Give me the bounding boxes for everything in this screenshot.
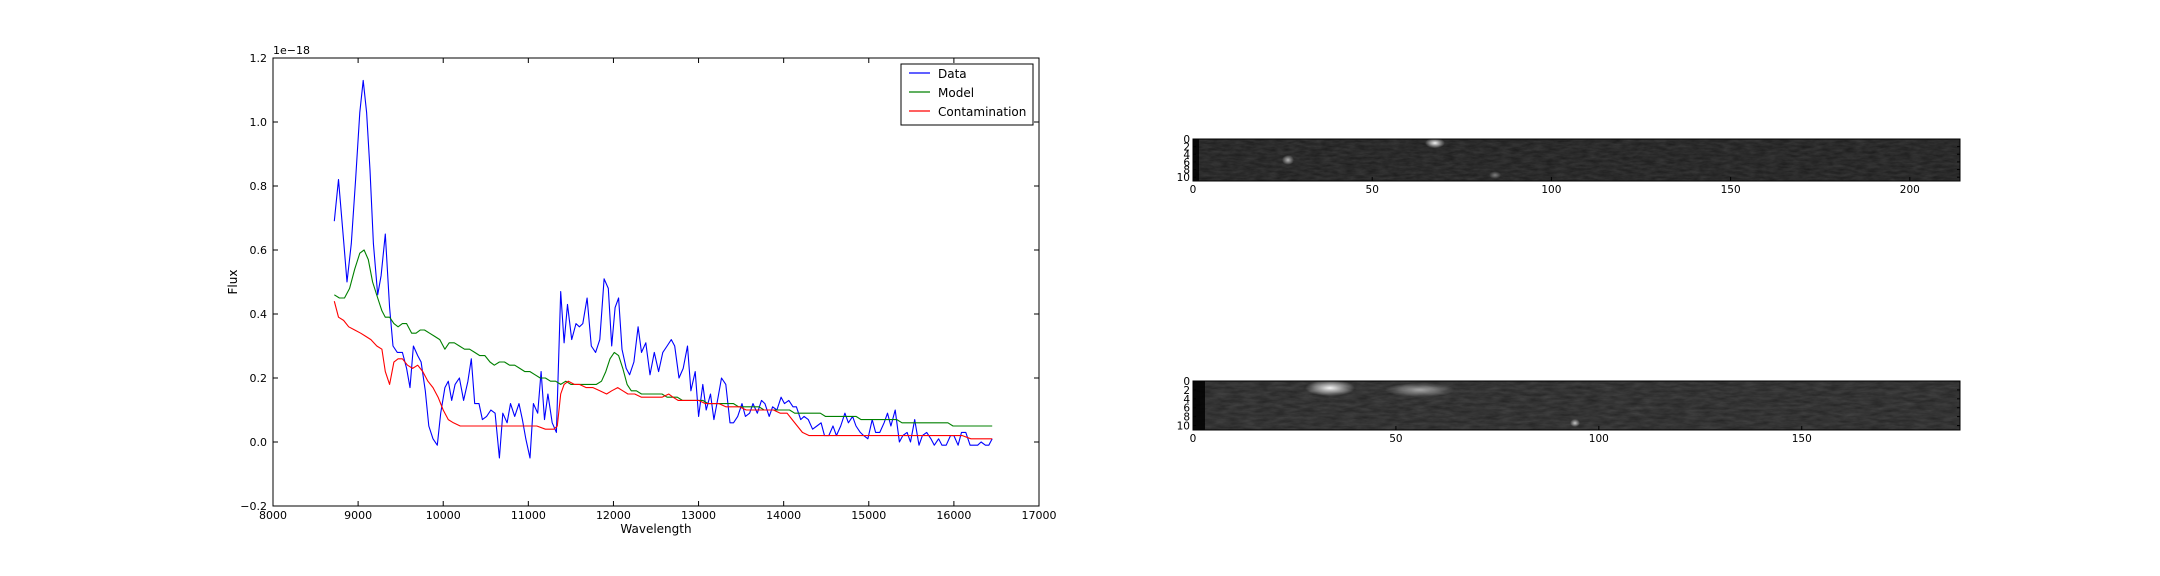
x-tick-label: 11000 (511, 509, 546, 522)
series-lines (333, 79, 993, 459)
image-1-bright-source (1489, 171, 1501, 179)
image-x-tick-label: 50 (1366, 184, 1379, 196)
image-2-bright-source (1570, 419, 1580, 427)
legend-entry-contamination: Contamination (909, 105, 1026, 119)
y-tick-label: 0.4 (250, 308, 268, 321)
image-y-tick-label: 4 (1183, 394, 1190, 406)
legend: Data Model Contamination (900, 63, 1034, 126)
image-y-tick-label: 4 (1183, 149, 1190, 161)
image-2-bright-region (1385, 383, 1455, 397)
legend-label-model: Model (938, 86, 974, 100)
image-1-bright-source (1282, 155, 1294, 165)
x-tick-label: 16000 (936, 509, 971, 522)
image-2-bright-region (1305, 380, 1355, 396)
x-tick-label: 14000 (766, 509, 801, 522)
image-1-left-band (1193, 139, 1199, 181)
image-y-tick-label: 10 (1177, 172, 1190, 184)
x-tick-label: 12000 (596, 509, 631, 522)
x-tick-label: 17000 (1022, 509, 1057, 522)
image-y-tick-label: 10 (1177, 421, 1190, 433)
image-2-left-band (1193, 381, 1205, 430)
image-y-tick-label: 2 (1183, 142, 1190, 154)
image-x-tick-label: 0 (1190, 184, 1197, 196)
image-1-frame (1192, 138, 1961, 182)
series-line-contamination (333, 301, 993, 440)
y-tick-label: 0.8 (250, 180, 268, 193)
y-tick-label: 0.0 (250, 436, 268, 449)
x-ticks: 8000 9000 10000 11000 12000 13000 14000 15000 16… (259, 58, 1057, 522)
image-y-tick-label: 6 (1183, 403, 1190, 415)
image-x-tick-label: 200 (1900, 184, 1920, 196)
legend-label-data: Data (938, 67, 967, 81)
x-tick-label: 10000 (426, 509, 461, 522)
plot-frame (272, 57, 1040, 507)
y-tick-label: −0.2 (240, 500, 267, 513)
x-tick-label: 9000 (344, 509, 372, 522)
y-tick-label: 1.2 (250, 52, 268, 65)
x-tick-label: 13000 (681, 509, 716, 522)
image-x-tick-label: 150 (1792, 433, 1812, 445)
image-x-tick-label: 50 (1389, 433, 1402, 445)
y-tick-label: 1.0 (250, 116, 268, 129)
y-tick-label: 0.2 (250, 372, 268, 385)
x-axis-label: Wavelength (620, 522, 691, 536)
y-tick-label: 0.6 (250, 244, 268, 257)
image-y-tick-label: 0 (1183, 376, 1190, 388)
image-y-tick-label: 8 (1183, 412, 1190, 424)
series-line-model (334, 249, 993, 427)
image-x-tick-label: 100 (1541, 184, 1561, 196)
x-tick-label: 8000 (259, 509, 287, 522)
image-x-tick-label: 0 (1190, 433, 1197, 445)
legend-entry-data: Data (909, 67, 967, 81)
y-axis-label: Flux (226, 270, 240, 295)
image-y-tick-label: 0 (1183, 134, 1190, 146)
offset-text: 1e−18 (273, 44, 310, 57)
image-x-tick-label: 100 (1589, 433, 1609, 445)
image-y-tick-label: 6 (1183, 157, 1190, 169)
series-line-data (333, 79, 993, 459)
image-y-tick-label: 2 (1183, 385, 1190, 397)
legend-entry-model: Model (909, 86, 974, 100)
legend-label-contamination: Contamination (938, 105, 1026, 119)
image-2-frame (1192, 380, 1961, 431)
spectrum-plot: 8000 9000 10000 11000 12000 13000 14000 15000 16… (226, 44, 1057, 536)
image-y-tick-label: 8 (1183, 165, 1190, 177)
y-ticks: −0.2 0.0 0.2 0.4 0.6 0.8 1.0 1.2 (240, 52, 1039, 513)
legend-box (900, 63, 1034, 126)
image-x-tick-label: 150 (1721, 184, 1741, 196)
image-1-texture (1193, 139, 1960, 181)
image-1-bright-source (1425, 138, 1445, 148)
x-tick-label: 15000 (851, 509, 886, 522)
